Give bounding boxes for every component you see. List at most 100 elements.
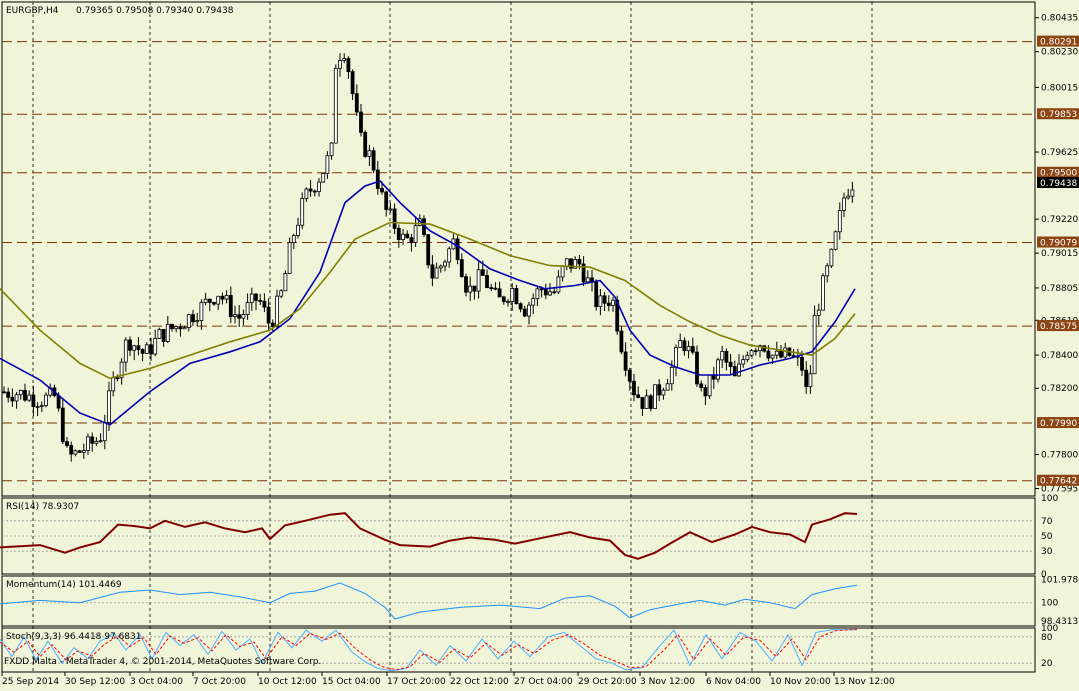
candle-body [296, 224, 300, 236]
y-tick-label: 0.79625 [1041, 148, 1078, 158]
candle-body [640, 397, 645, 409]
level-label-bg [1037, 108, 1079, 120]
candle-body [329, 142, 334, 157]
candle-body [573, 259, 578, 269]
candle-body [31, 394, 36, 408]
candle-body [333, 67, 338, 144]
level-label: 0.80291 [1040, 38, 1077, 48]
candle-body [699, 383, 704, 388]
candle-body [317, 181, 321, 192]
y-tick-label: 0.77595 [1041, 485, 1078, 495]
candle-body [60, 407, 65, 443]
candle-body [140, 349, 145, 354]
candle-body [829, 248, 834, 267]
candle-body [707, 374, 712, 397]
stoch-line-0 [0, 629, 857, 672]
candle-body [94, 440, 99, 444]
candle-body [102, 421, 107, 442]
candle-body [367, 150, 372, 157]
candle-body [220, 295, 225, 300]
candle-body [783, 347, 788, 358]
candle-body [556, 276, 561, 293]
candle-body [741, 359, 746, 365]
x-tick-label: 10 Oct 12:00 [258, 677, 317, 687]
candle-body [371, 150, 376, 171]
candle-body [56, 395, 61, 409]
candle-body [157, 329, 162, 339]
candle-body [833, 231, 838, 250]
candle-body [821, 275, 825, 311]
y-tick-label: 0.78200 [1041, 384, 1078, 394]
y-tick-label: 0.78400 [1041, 351, 1078, 361]
candle-body [485, 275, 489, 288]
candle-body [18, 389, 23, 396]
candle-body [825, 265, 830, 277]
candle-body [682, 340, 687, 352]
candle-body [657, 384, 662, 396]
level-label: 0.79500 [1040, 169, 1077, 179]
candle-body [720, 351, 725, 361]
candle-body [338, 60, 342, 69]
candle-body [779, 350, 783, 358]
candle-body [800, 356, 804, 371]
level-label-bg [1037, 474, 1079, 486]
candle-body [564, 258, 569, 267]
candle-body [602, 295, 607, 304]
symbol-label: EURGBP,H4 [6, 6, 59, 16]
candle-body [842, 197, 846, 211]
candle-body [606, 302, 611, 306]
candle-body [245, 302, 250, 315]
x-tick-label: 15 Oct 04:00 [322, 677, 381, 687]
y-tick-label: 0.80015 [1041, 83, 1078, 93]
candle-body [653, 384, 657, 409]
candle-body [506, 300, 510, 303]
x-tick-label: 27 Oct 04:00 [514, 677, 573, 687]
candle-body [774, 350, 779, 356]
x-tick-label: 3 Oct 04:00 [130, 677, 183, 687]
candle-body [132, 345, 137, 351]
candle-body [535, 288, 540, 299]
candle-body [275, 295, 279, 327]
candle-body [665, 383, 670, 391]
candle-body [111, 377, 116, 392]
ma-slow-line [0, 221, 856, 380]
rsi-label: RSI(14) 78.9307 [6, 502, 79, 512]
candle-body [77, 450, 82, 453]
candle-body [413, 225, 418, 243]
candle-body [627, 369, 632, 382]
x-tick-label: 29 Oct 20:00 [578, 677, 637, 687]
candle-body [388, 208, 393, 211]
candle-body [6, 391, 11, 398]
candle-body [144, 344, 149, 354]
candle-body [514, 288, 519, 305]
candle-body [669, 367, 674, 385]
candle-body [808, 373, 813, 388]
candle-body [846, 195, 851, 199]
candle-body [569, 258, 573, 269]
x-tick-label: 10 Nov 20:00 [770, 677, 831, 687]
level-label-bg [1037, 417, 1079, 429]
candle-body [745, 354, 750, 361]
candle-body [438, 265, 443, 269]
panel-frame-mom [1, 575, 1036, 627]
y-tick-label: 0.80435 [1041, 14, 1078, 24]
candle-body [480, 269, 485, 276]
candle-body [392, 208, 397, 229]
indicator-tick-label: 100 [1041, 599, 1058, 609]
candle-body [44, 394, 48, 407]
candle-body [359, 111, 363, 133]
candle-body [632, 380, 636, 396]
panel-frame-main [1, 1, 1036, 497]
candle-body [543, 289, 548, 296]
candle-body [447, 248, 452, 263]
candle-body [216, 295, 221, 305]
candle-body [850, 189, 855, 197]
candle-body [182, 327, 187, 330]
candle-body [522, 308, 527, 317]
candle-body [518, 303, 523, 310]
candle-body [489, 287, 494, 289]
candle-body [170, 323, 174, 330]
candle-body [249, 293, 254, 303]
